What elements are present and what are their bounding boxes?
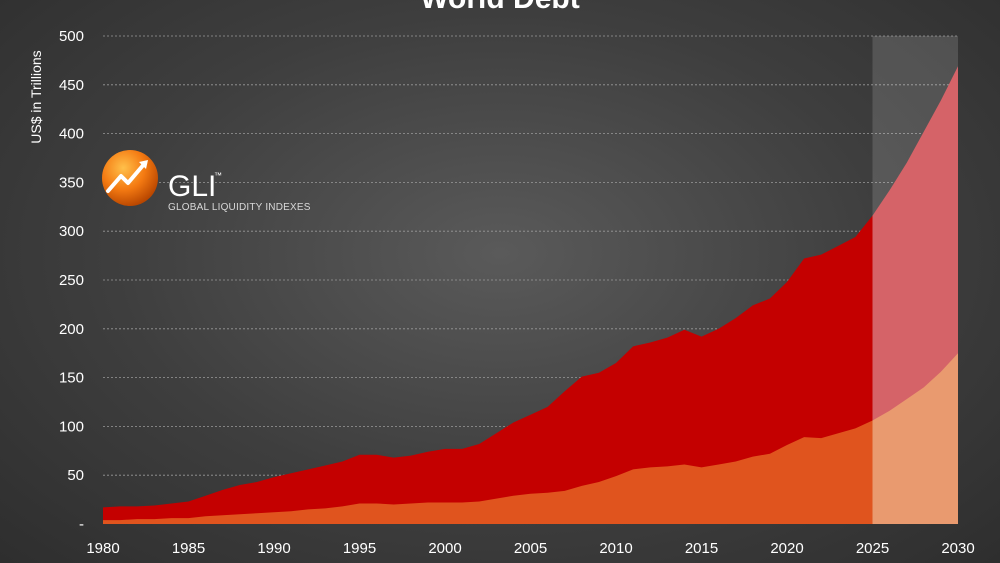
- x-tick-label: 2010: [599, 540, 632, 557]
- x-tick-label: 2015: [685, 540, 718, 557]
- chart-title: World Debt: [420, 0, 579, 15]
- y-tick-label: 500: [59, 28, 84, 45]
- x-tick-label: 2025: [856, 540, 889, 557]
- area-series: [103, 66, 958, 525]
- x-tick-label: 2020: [770, 540, 803, 557]
- logo-tm: ™: [214, 171, 222, 180]
- x-axis-ticks: 1980 1985 1990 1995 2000 2005 2010 2015 2020 2025…: [86, 540, 974, 557]
- logo-name: GLI: [168, 170, 216, 203]
- y-tick-label: 200: [59, 321, 84, 338]
- x-tick-label: 2005: [514, 540, 547, 557]
- lower-debt-forecast-area: [872, 353, 958, 524]
- y-tick-label: 400: [59, 126, 84, 143]
- total-debt-area: [103, 215, 873, 525]
- lower-debt-area: [103, 420, 873, 524]
- x-tick-label: 1985: [172, 540, 205, 557]
- gli-logo: GLI ™ GLOBAL LIQUIDITY INDEXES: [102, 150, 311, 213]
- logo-subtitle: GLOBAL LIQUIDITY INDEXES: [168, 202, 311, 213]
- x-tick-label: 2030: [941, 540, 974, 557]
- y-tick-label: 350: [59, 174, 84, 191]
- y-axis-ticks: - 50 100 150 200 250 300 350 400 450 500: [59, 28, 84, 533]
- forecast-region: [872, 36, 958, 524]
- y-tick-label: 450: [59, 77, 84, 94]
- forecast-shade: [872, 36, 958, 524]
- y-tick-label: 50: [67, 467, 84, 484]
- logo-arrow-icon: [106, 161, 147, 193]
- x-tick-label: 2000: [428, 540, 461, 557]
- y-tick-label: -: [79, 516, 84, 533]
- y-tick-label: 300: [59, 223, 84, 240]
- x-tick-label: 1995: [343, 540, 376, 557]
- y-tick-label: 150: [59, 370, 84, 387]
- y-axis-label: US$ in Trillions: [28, 50, 44, 143]
- x-tick-label: 1990: [257, 540, 290, 557]
- y-tick-label: 100: [59, 418, 84, 435]
- x-tick-label: 1980: [86, 540, 119, 557]
- y-tick-label: 250: [59, 272, 84, 289]
